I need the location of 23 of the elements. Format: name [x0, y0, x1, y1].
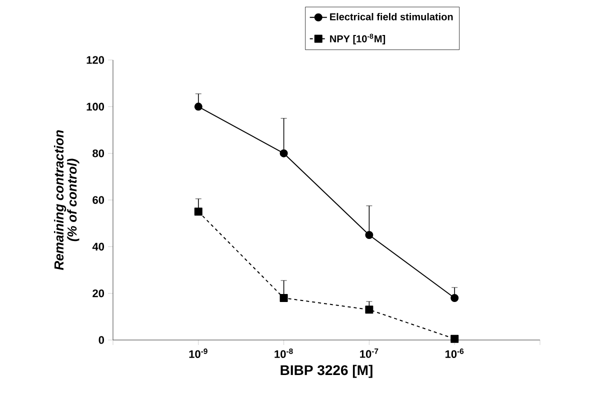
point: [365, 306, 374, 314]
x-tick-label: 10$^{-9}$: [189, 348, 208, 358]
point: [194, 208, 202, 216]
y-tick-label: 60: [92, 196, 104, 204]
point: [450, 294, 459, 302]
legend-label: Electrical field stimulation: [330, 13, 453, 20]
y-tick-label: 20: [92, 289, 104, 298]
y-axis-title: Remaining contraction (% of control): [54, 130, 80, 270]
x-tick-label: 10$^{-7}$: [360, 348, 378, 358]
point: [450, 334, 459, 343]
point: [280, 149, 288, 158]
y-tick-label: 120: [86, 56, 104, 64]
point: [365, 231, 374, 239]
x-axis-title: BIBP 3226 [M]: [280, 364, 372, 378]
y-tick-label: 100: [86, 102, 104, 111]
y-tick-label: 0: [98, 336, 104, 344]
legend-label: NPY [10$^{-8}$M]: [330, 34, 386, 44]
y-tick-label: 80: [92, 149, 104, 158]
x-tick-label: 10$^{-6}$: [445, 348, 464, 358]
point: [194, 102, 202, 111]
point: [280, 294, 288, 302]
y-tick-label: 40: [92, 242, 104, 251]
x-tick-label: 10$^{-8}$: [274, 348, 293, 358]
